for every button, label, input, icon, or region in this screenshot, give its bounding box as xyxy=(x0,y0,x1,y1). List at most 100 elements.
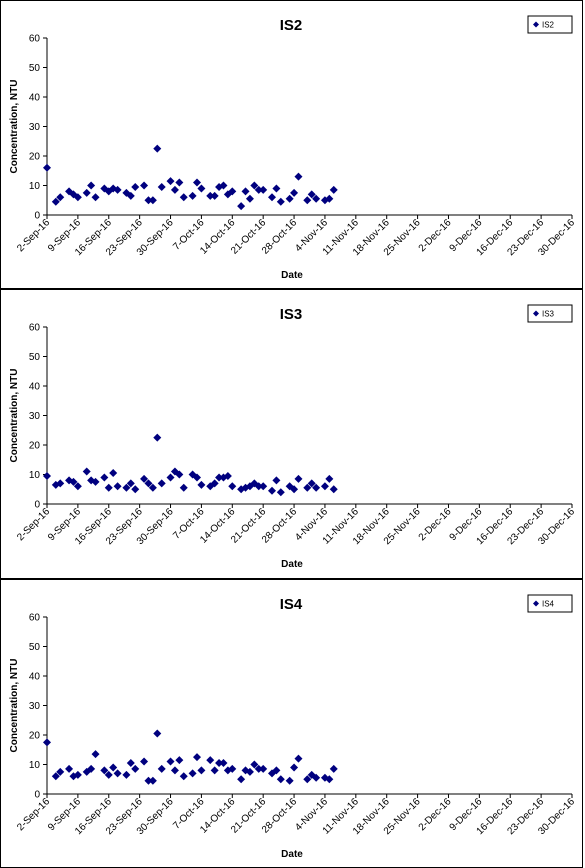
x-tick-label: 2-Dec-16 xyxy=(417,217,454,254)
data-point xyxy=(259,482,268,491)
y-axis-title: Concentration, NTU xyxy=(9,659,20,753)
data-point xyxy=(65,764,74,773)
data-point xyxy=(153,729,162,738)
data-point xyxy=(179,193,188,202)
data-point xyxy=(73,482,82,491)
data-point xyxy=(82,467,91,476)
data-point xyxy=(272,766,281,775)
data-point xyxy=(228,187,237,196)
data-point xyxy=(223,471,232,480)
legend-box xyxy=(527,594,573,613)
chart-title: IS3 xyxy=(280,306,303,323)
data-point xyxy=(259,764,268,773)
data-point xyxy=(276,197,285,206)
data-point xyxy=(51,772,60,781)
data-point xyxy=(215,473,224,482)
data-point xyxy=(325,194,334,203)
y-tick-label: 30 xyxy=(29,411,41,422)
data-point xyxy=(245,767,254,776)
data-point xyxy=(113,185,122,194)
data-point xyxy=(303,483,312,492)
y-tick-label: 40 xyxy=(29,382,41,393)
data-point xyxy=(237,202,246,211)
legend-marker xyxy=(533,21,539,28)
data-point xyxy=(109,469,118,478)
data-point xyxy=(100,473,109,482)
data-point xyxy=(325,474,334,483)
data-point xyxy=(259,185,268,194)
data-point xyxy=(276,488,285,497)
data-point xyxy=(245,194,254,203)
data-point xyxy=(126,759,135,768)
data-point xyxy=(210,191,219,200)
data-point xyxy=(43,163,51,172)
data-point xyxy=(131,764,140,773)
data-point xyxy=(109,763,118,772)
data-point xyxy=(197,766,206,775)
data-point xyxy=(307,190,316,199)
data-point xyxy=(268,486,276,495)
data-point xyxy=(126,191,135,200)
data-point xyxy=(73,770,82,779)
y-tick-label: 60 xyxy=(29,323,41,334)
data-point xyxy=(245,482,254,491)
data-point xyxy=(241,187,250,196)
data-point xyxy=(197,480,206,489)
data-point xyxy=(307,770,316,779)
data-point xyxy=(153,433,162,442)
data-point xyxy=(303,196,312,205)
data-point xyxy=(294,474,303,483)
chart-is4: IS401020304050602-Sep-169-Sep-1616-Sep-1… xyxy=(9,594,577,860)
y-tick-label: 10 xyxy=(29,181,41,192)
data-point xyxy=(100,766,109,775)
data-point xyxy=(193,753,201,762)
data-point xyxy=(272,184,281,193)
data-point xyxy=(250,760,259,769)
data-point xyxy=(254,482,263,491)
legend-label: IS4 xyxy=(542,600,555,609)
legend-label: IS3 xyxy=(542,310,555,319)
data-point xyxy=(140,474,149,483)
data-point xyxy=(285,776,294,785)
data-point xyxy=(290,485,299,494)
y-tick-label: 10 xyxy=(29,470,41,481)
data-point xyxy=(69,772,78,781)
data-point xyxy=(144,196,153,205)
data-point xyxy=(307,479,316,488)
data-point xyxy=(148,196,157,205)
chart-is3: IS301020304050602-Sep-169-Sep-1616-Sep-1… xyxy=(9,304,577,570)
data-point xyxy=(276,775,285,784)
data-point xyxy=(126,479,135,488)
y-tick-label: 20 xyxy=(29,441,41,452)
data-point xyxy=(104,483,113,492)
x-tick-label: 2-Sep-16 xyxy=(15,506,52,543)
data-point xyxy=(131,182,140,191)
data-point xyxy=(56,767,65,776)
data-point xyxy=(237,775,246,784)
data-point xyxy=(197,184,206,193)
data-point xyxy=(166,473,175,482)
data-point xyxy=(215,759,224,768)
data-point xyxy=(325,775,334,784)
data-point xyxy=(87,764,96,773)
data-point xyxy=(179,772,188,781)
data-point xyxy=(193,473,201,482)
data-point xyxy=(206,756,215,765)
data-point xyxy=(82,188,91,197)
y-tick-label: 20 xyxy=(29,731,41,742)
y-tick-label: 60 xyxy=(29,34,41,45)
data-point xyxy=(312,483,321,492)
y-tick-label: 0 xyxy=(34,211,40,222)
data-point xyxy=(312,194,321,203)
chart-panel-is4: IS4 0 10 20 30 40 50 60 2-Sep-16 9-Sep-16 16-Sep-1… xyxy=(0,579,583,868)
data-point xyxy=(320,773,329,782)
data-point xyxy=(206,191,215,200)
data-point xyxy=(294,754,303,763)
legend-label: IS2 xyxy=(542,21,555,30)
data-point xyxy=(254,185,263,194)
x-tick-label: 2-Dec-16 xyxy=(417,506,454,543)
data-point xyxy=(144,776,153,785)
data-point xyxy=(179,483,188,492)
chart-title: IS4 xyxy=(280,596,303,613)
